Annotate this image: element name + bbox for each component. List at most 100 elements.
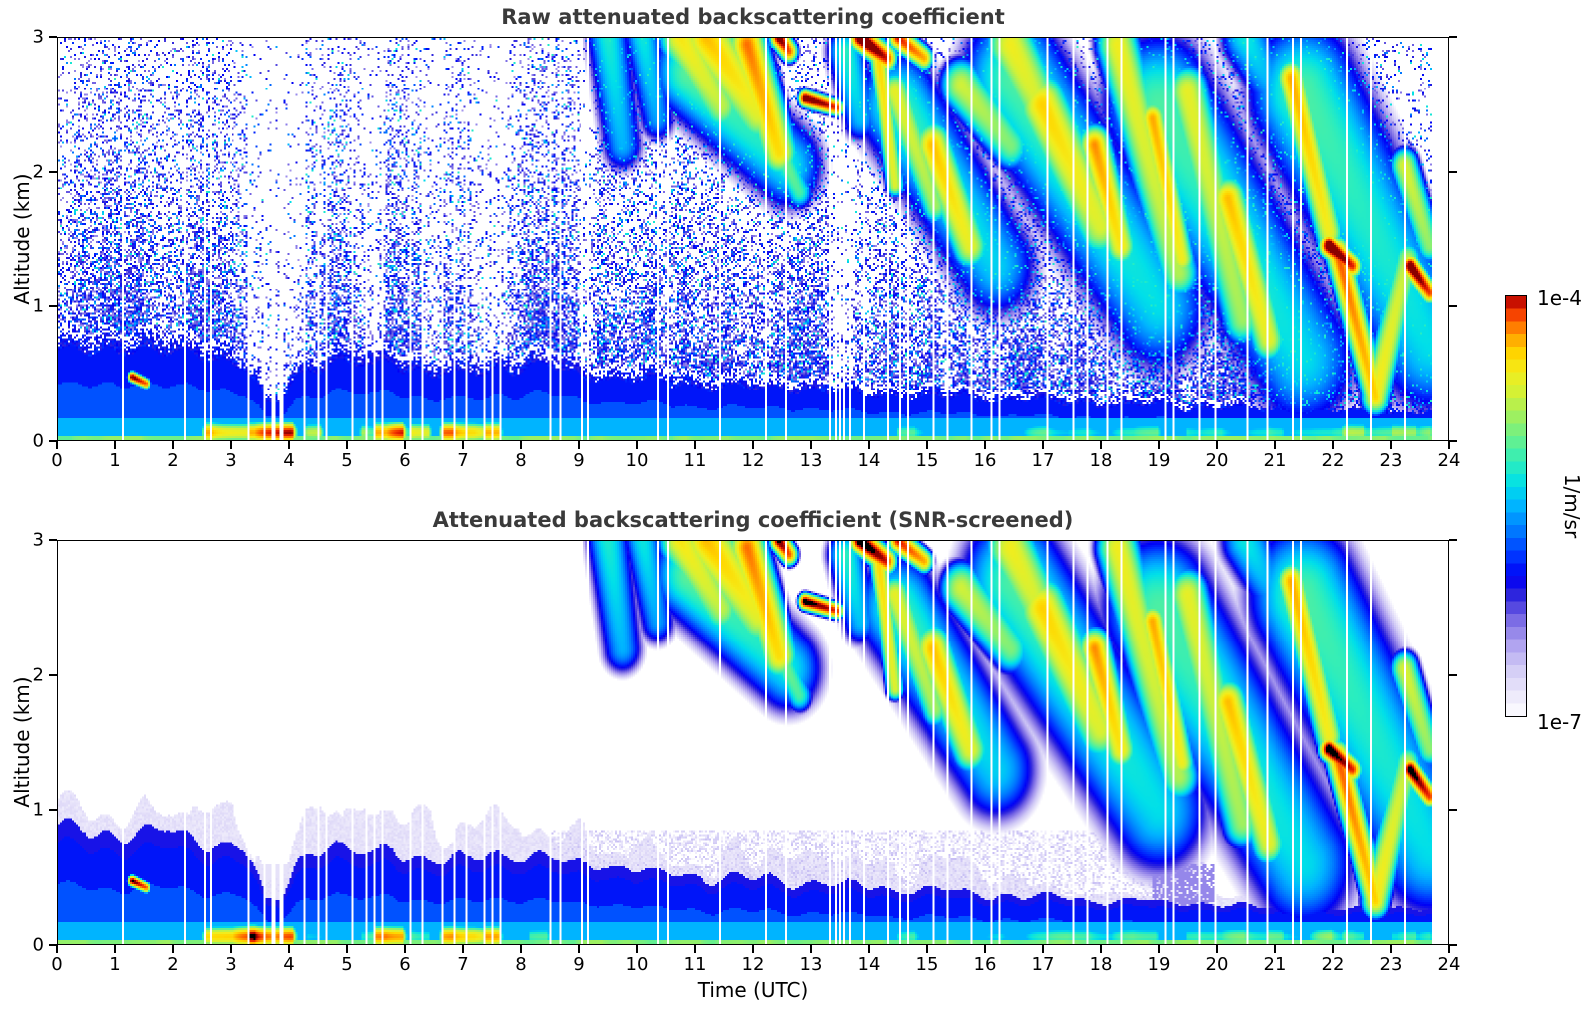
y-tick-right: [1449, 36, 1457, 38]
x-tick-label: 15: [915, 450, 939, 471]
x-tick: [926, 945, 928, 953]
x-tick: [1158, 441, 1160, 449]
x-tick-label: 0: [51, 954, 63, 975]
x-tick: [1274, 945, 1276, 953]
x-tick: [636, 945, 638, 953]
x-tick: [520, 945, 522, 953]
colorbar-max-label: 1e-4: [1537, 286, 1582, 310]
x-tick-label: 18: [1089, 954, 1113, 975]
x-tick: [810, 945, 812, 953]
x-tick-label: 16: [973, 450, 997, 471]
x-tick-label: 22: [1321, 450, 1345, 471]
x-tick: [1216, 441, 1218, 449]
x-tick: [56, 441, 58, 449]
x-tick: [1332, 945, 1334, 953]
raw-heatmap-canvas: [58, 38, 1448, 440]
x-tick-label: 2: [167, 450, 179, 471]
x-tick: [346, 945, 348, 953]
y-tick-right: [1449, 674, 1457, 676]
x-tick-label: 11: [683, 450, 707, 471]
x-tick-label: 1: [109, 954, 121, 975]
x-tick-label: 23: [1379, 954, 1403, 975]
x-tick-label: 5: [341, 450, 353, 471]
screened-panel-axes: [57, 540, 1449, 945]
x-tick: [172, 945, 174, 953]
x-tick-label: 1: [109, 450, 121, 471]
x-tick: [636, 441, 638, 449]
x-tick-label: 17: [1031, 954, 1055, 975]
x-tick: [694, 441, 696, 449]
x-tick: [1448, 945, 1450, 953]
y-tick-label: 0: [32, 934, 44, 956]
x-tick: [1274, 441, 1276, 449]
x-tick-label: 8: [515, 954, 527, 975]
x-tick-label: 9: [573, 954, 585, 975]
x-tick-label: 8: [515, 450, 527, 471]
x-tick-label: 4: [283, 450, 295, 471]
x-tick-label: 6: [399, 954, 411, 975]
x-tick-label: 24: [1437, 954, 1461, 975]
y-tick: [49, 809, 57, 811]
x-tick-label: 21: [1263, 954, 1287, 975]
x-tick-label: 20: [1205, 954, 1229, 975]
x-tick: [868, 441, 870, 449]
x-tick-label: 9: [573, 450, 585, 471]
y-tick: [49, 944, 57, 946]
x-tick: [172, 441, 174, 449]
x-tick: [752, 945, 754, 953]
x-tick: [1042, 441, 1044, 449]
x-tick: [868, 945, 870, 953]
panel-title-raw: Raw attenuated backscattering coefficien…: [501, 5, 1005, 29]
y-tick: [49, 440, 57, 442]
x-tick-label: 19: [1147, 450, 1171, 471]
x-tick-label: 12: [741, 450, 765, 471]
x-tick: [984, 945, 986, 953]
y-tick-label: 2: [32, 664, 44, 686]
y-tick-label: 0: [32, 430, 44, 452]
y-tick-right: [1449, 539, 1457, 541]
x-tick-label: 12: [741, 954, 765, 975]
x-tick: [926, 441, 928, 449]
x-tick: [1390, 945, 1392, 953]
y-tick-label: 2: [32, 161, 44, 183]
x-tick-label: 13: [799, 450, 823, 471]
x-tick: [578, 945, 580, 953]
x-tick-label: 4: [283, 954, 295, 975]
x-tick-label: 10: [625, 450, 649, 471]
x-tick: [462, 441, 464, 449]
x-tick-label: 15: [915, 954, 939, 975]
y-tick: [49, 170, 57, 173]
x-tick: [1332, 441, 1334, 449]
x-tick-label: 3: [225, 954, 237, 975]
y-tick: [49, 674, 57, 676]
x-tick: [578, 441, 580, 449]
y-tick: [49, 539, 57, 541]
x-tick: [230, 441, 232, 449]
x-tick-label: 16: [973, 954, 997, 975]
x-tick: [1448, 441, 1450, 449]
x-tick: [1390, 441, 1392, 449]
x-tick-label: 7: [457, 450, 469, 471]
y-tick-right: [1449, 440, 1457, 442]
x-tick: [404, 441, 406, 449]
colorbar: [1505, 295, 1527, 717]
screened-heatmap-canvas: [58, 541, 1448, 944]
x-axis-label: Time (UTC): [697, 978, 809, 1002]
x-tick: [404, 945, 406, 953]
x-tick: [1216, 945, 1218, 953]
x-tick-label: 11: [683, 954, 707, 975]
x-tick: [1158, 945, 1160, 953]
x-tick-label: 13: [799, 954, 823, 975]
x-tick-label: 20: [1205, 450, 1229, 471]
panel-title-screened: Attenuated backscattering coefficient (S…: [432, 508, 1074, 532]
colorbar-min-label: 1e-7: [1537, 710, 1582, 734]
x-tick: [694, 945, 696, 953]
x-tick: [114, 945, 116, 953]
y-tick-right: [1449, 170, 1457, 173]
y-tick: [49, 36, 57, 38]
y-tick: [49, 305, 57, 308]
x-tick-label: 14: [857, 450, 881, 471]
x-tick-label: 2: [167, 954, 179, 975]
y-tick-right: [1449, 809, 1457, 811]
